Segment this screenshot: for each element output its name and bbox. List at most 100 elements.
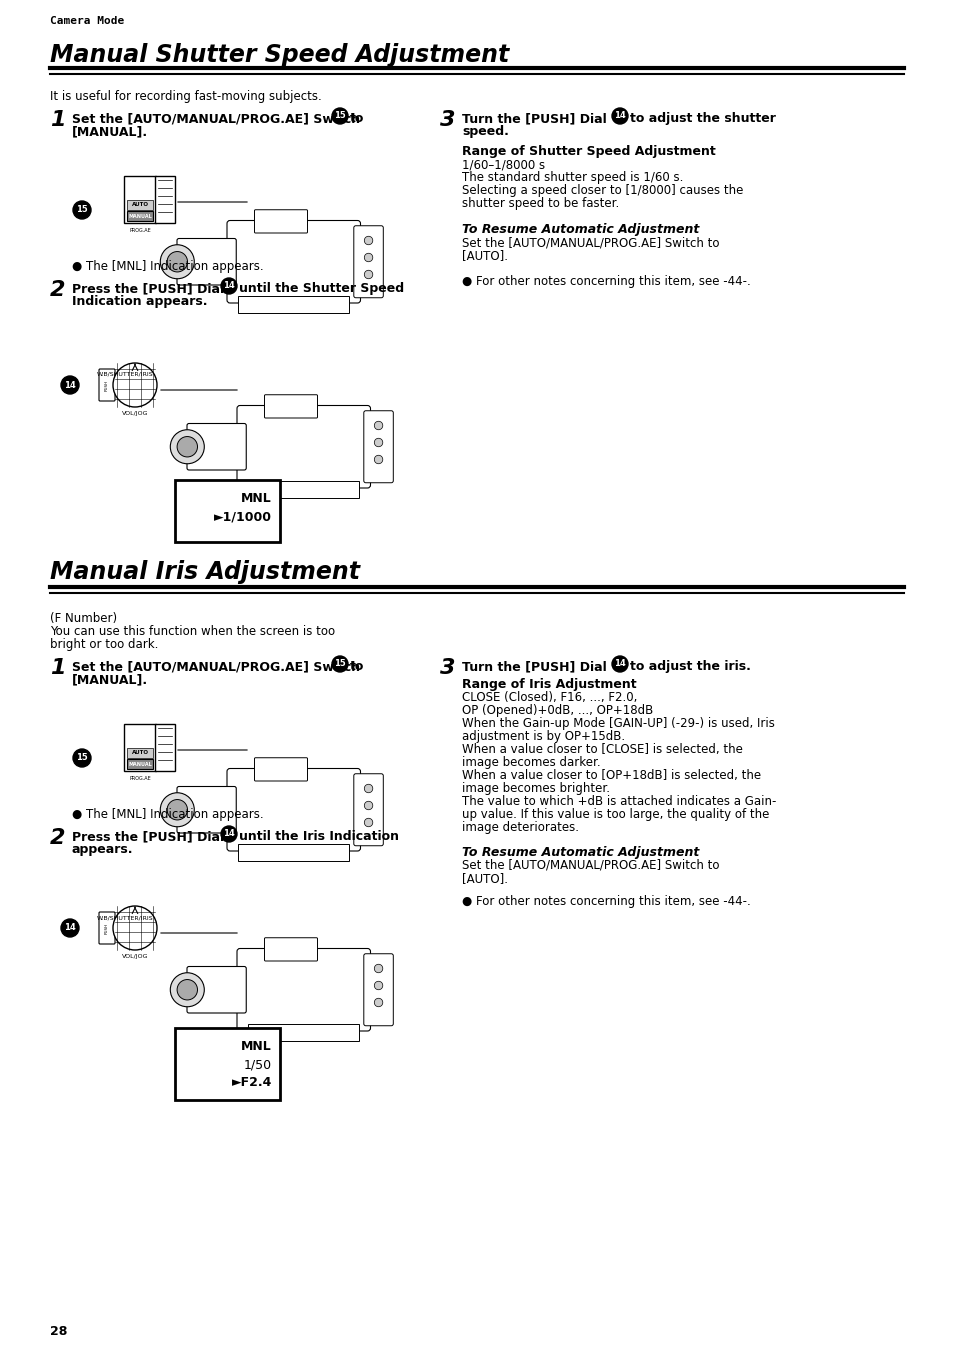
Text: CLOSE (Closed), F16, ..., F2.0,: CLOSE (Closed), F16, ..., F2.0, xyxy=(461,691,637,704)
FancyBboxPatch shape xyxy=(127,200,152,210)
Circle shape xyxy=(167,251,188,272)
Circle shape xyxy=(177,979,197,1000)
FancyBboxPatch shape xyxy=(264,938,317,960)
Text: 14: 14 xyxy=(64,924,76,932)
Circle shape xyxy=(374,998,382,1006)
Circle shape xyxy=(332,108,348,124)
Text: MNL: MNL xyxy=(241,492,272,505)
Text: To Resume Automatic Adjustment: To Resume Automatic Adjustment xyxy=(461,846,699,859)
Text: W.B/SHUTTER/IRIS: W.B/SHUTTER/IRIS xyxy=(96,915,153,920)
Circle shape xyxy=(374,455,382,464)
Text: 1/60–1/8000 s: 1/60–1/8000 s xyxy=(461,158,544,171)
Text: [MANUAL].: [MANUAL]. xyxy=(71,125,148,138)
Text: to adjust the shutter: to adjust the shutter xyxy=(629,112,775,125)
Text: ● For other notes concerning this item, see -44-.: ● For other notes concerning this item, … xyxy=(461,894,750,908)
Text: speed.: speed. xyxy=(461,125,508,138)
FancyBboxPatch shape xyxy=(236,948,370,1031)
Text: You can use this function when the screen is too: You can use this function when the scree… xyxy=(50,625,335,638)
Circle shape xyxy=(374,421,382,430)
FancyBboxPatch shape xyxy=(124,175,156,223)
Circle shape xyxy=(612,108,627,124)
Text: 14: 14 xyxy=(64,380,76,390)
Text: Manual Shutter Speed Adjustment: Manual Shutter Speed Adjustment xyxy=(50,43,509,67)
Text: AUTO: AUTO xyxy=(132,202,149,208)
Circle shape xyxy=(160,793,194,827)
Text: Indication appears.: Indication appears. xyxy=(71,295,208,308)
Text: image becomes darker.: image becomes darker. xyxy=(461,755,600,769)
Text: When a value closer to [CLOSE] is selected, the: When a value closer to [CLOSE] is select… xyxy=(461,743,742,755)
Text: To Resume Automatic Adjustment: To Resume Automatic Adjustment xyxy=(461,223,699,236)
FancyBboxPatch shape xyxy=(248,1024,358,1040)
FancyBboxPatch shape xyxy=(124,724,156,772)
Text: image becomes brighter.: image becomes brighter. xyxy=(461,782,609,795)
Circle shape xyxy=(364,236,373,244)
Text: 15: 15 xyxy=(76,205,88,214)
Text: 14: 14 xyxy=(614,112,625,120)
Text: adjustment is by OP+15dB.: adjustment is by OP+15dB. xyxy=(461,730,624,743)
Text: until the Iris Indication: until the Iris Indication xyxy=(239,830,398,843)
Circle shape xyxy=(374,981,382,990)
FancyBboxPatch shape xyxy=(127,759,152,769)
Text: (F Number): (F Number) xyxy=(50,612,117,625)
Circle shape xyxy=(160,244,194,279)
FancyBboxPatch shape xyxy=(127,747,152,758)
FancyBboxPatch shape xyxy=(174,1028,280,1099)
Circle shape xyxy=(112,363,157,407)
FancyBboxPatch shape xyxy=(99,370,115,401)
Text: It is useful for recording fast-moving subjects.: It is useful for recording fast-moving s… xyxy=(50,90,321,103)
Text: Press the [PUSH] Dial: Press the [PUSH] Dial xyxy=(71,282,224,295)
FancyBboxPatch shape xyxy=(254,758,307,781)
FancyBboxPatch shape xyxy=(354,774,383,846)
Text: 14: 14 xyxy=(223,282,234,290)
Circle shape xyxy=(221,826,236,842)
Text: MNL: MNL xyxy=(241,1040,272,1054)
Text: MANUAL: MANUAL xyxy=(128,761,152,766)
FancyBboxPatch shape xyxy=(127,210,152,221)
Circle shape xyxy=(374,965,382,973)
Text: bright or too dark.: bright or too dark. xyxy=(50,638,158,652)
Text: Range of Iris Adjustment: Range of Iris Adjustment xyxy=(461,679,636,691)
Text: [AUTO].: [AUTO]. xyxy=(461,250,507,262)
FancyBboxPatch shape xyxy=(177,786,236,832)
Circle shape xyxy=(167,800,188,820)
Text: 3: 3 xyxy=(439,658,455,679)
FancyBboxPatch shape xyxy=(187,966,246,1013)
Text: Set the [AUTO/MANUAL/PROG.AE] Switch: Set the [AUTO/MANUAL/PROG.AE] Switch xyxy=(71,660,359,673)
Text: MANUAL: MANUAL xyxy=(128,213,152,219)
Text: When a value closer to [OP+18dB] is selected, the: When a value closer to [OP+18dB] is sele… xyxy=(461,769,760,782)
Text: until the Shutter Speed: until the Shutter Speed xyxy=(239,282,404,295)
Circle shape xyxy=(61,376,79,394)
Text: 14: 14 xyxy=(223,830,234,839)
Text: ● The [MNL] Indication appears.: ● The [MNL] Indication appears. xyxy=(71,808,263,822)
Text: 15: 15 xyxy=(334,660,346,669)
FancyBboxPatch shape xyxy=(363,954,393,1025)
Text: to: to xyxy=(350,660,364,673)
Text: PROG.AE: PROG.AE xyxy=(129,228,151,232)
FancyBboxPatch shape xyxy=(254,209,307,233)
FancyBboxPatch shape xyxy=(227,769,360,851)
Text: VOL/JOG: VOL/JOG xyxy=(122,411,148,415)
Text: Camera Mode: Camera Mode xyxy=(50,16,124,26)
Text: shutter speed to be faster.: shutter speed to be faster. xyxy=(461,197,618,210)
Text: The value to which +dB is attached indicates a Gain-: The value to which +dB is attached indic… xyxy=(461,795,776,808)
Text: 28: 28 xyxy=(50,1325,68,1338)
Text: ►1/1000: ►1/1000 xyxy=(213,510,272,523)
Text: W.B/SHUTTER/IRIS: W.B/SHUTTER/IRIS xyxy=(96,372,153,376)
FancyBboxPatch shape xyxy=(354,225,383,298)
Text: 15: 15 xyxy=(76,754,88,762)
FancyBboxPatch shape xyxy=(187,424,246,469)
Text: When the Gain-up Mode [GAIN-UP] (-29-) is used, Iris: When the Gain-up Mode [GAIN-UP] (-29-) i… xyxy=(461,718,774,730)
FancyBboxPatch shape xyxy=(238,295,349,313)
Circle shape xyxy=(171,973,204,1006)
FancyBboxPatch shape xyxy=(236,406,370,488)
Circle shape xyxy=(364,270,373,279)
Text: Selecting a speed closer to [1/8000] causes the: Selecting a speed closer to [1/8000] cau… xyxy=(461,183,742,197)
Text: 3: 3 xyxy=(439,111,455,130)
Text: to: to xyxy=(350,112,364,125)
Circle shape xyxy=(364,784,373,793)
Text: AUTO: AUTO xyxy=(132,750,149,755)
Text: Set the [AUTO/MANUAL/PROG.AE] Switch: Set the [AUTO/MANUAL/PROG.AE] Switch xyxy=(71,112,359,125)
Text: [AUTO].: [AUTO]. xyxy=(461,871,507,885)
Circle shape xyxy=(221,278,236,294)
FancyBboxPatch shape xyxy=(174,480,280,542)
